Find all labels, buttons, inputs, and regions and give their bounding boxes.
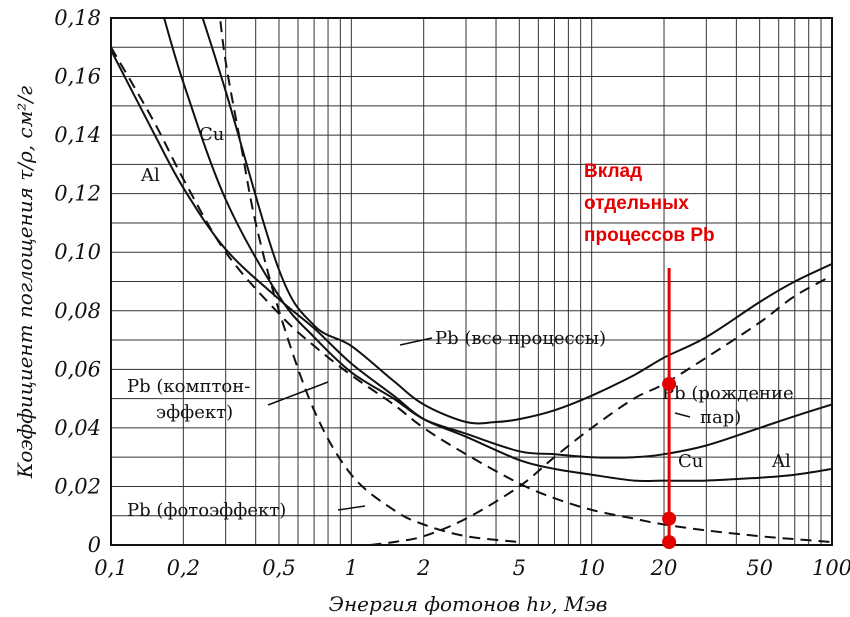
series-line-2 — [201, 17, 832, 425]
annotation-line-1: Вклад — [584, 161, 642, 182]
x-tick-label: 1 — [345, 556, 358, 580]
y-axis-title: Коэффициент поглощения τ/ρ, см²/г — [13, 86, 37, 479]
curve-label-pb-compton-line1: Pb (комптон- — [127, 376, 250, 397]
curve-label-cu-top: Cu — [199, 124, 224, 145]
x-tick-label: 5 — [513, 556, 526, 580]
curve-label-pb-total: Pb (все процессы) — [435, 328, 606, 349]
x-tick-label: 0,1 — [94, 556, 127, 580]
pb-label-leader-pair — [674, 412, 691, 418]
y-tick-label: 0,12 — [54, 182, 101, 206]
grid — [110, 17, 833, 546]
curve-label-pb-pair-line2: пар) — [700, 407, 741, 428]
curve-label-al-left: Al — [140, 165, 160, 186]
tick-labels: 0,1 0,2 0,5 1 2 5 10 20 50 100 0 0,02 0,04 0,06 0,08 0,… — [54, 6, 850, 580]
x-tick-label: 20 — [650, 556, 678, 580]
series-line-3 — [111, 46, 832, 544]
contribution-point — [662, 376, 677, 391]
annotation-line-2: отдельных — [584, 193, 689, 214]
series-line-1 — [162, 17, 832, 459]
x-tick-label: 0,2 — [167, 556, 200, 580]
x-tick-label: 50 — [746, 556, 773, 580]
y-tick-label: 0,10 — [54, 240, 101, 264]
plot-frame — [110, 17, 833, 546]
y-tick-label: 0,18 — [54, 6, 101, 30]
contribution-point — [662, 511, 677, 526]
pb-label-leader-compton — [267, 381, 329, 406]
y-tick-label: 0 — [88, 533, 101, 557]
x-tick-label: 2 — [416, 556, 430, 580]
y-tick-label: 0,16 — [54, 65, 101, 89]
contribution-point — [662, 535, 677, 550]
curve-label-pb-pair-line1: Pb (рождение — [662, 383, 794, 404]
pb-label-leader-total — [399, 337, 433, 346]
curve-label-al-right: Al — [771, 451, 791, 472]
curves — [111, 17, 832, 545]
y-tick-label: 0,04 — [54, 416, 101, 440]
x-tick-label: 100 — [812, 556, 850, 580]
process-contribution-points — [662, 376, 677, 550]
x-axis-title: Энергия фотонов hν, Мэв — [329, 592, 608, 616]
curve-label-cu-right: Cu — [678, 451, 703, 472]
x-tick-label: 10 — [578, 556, 605, 580]
y-tick-label: 0,08 — [54, 299, 101, 323]
pb-label-leader-photo — [337, 505, 366, 511]
curve-label-pb-photo: Pb (фотоэффект) — [127, 500, 286, 521]
y-tick-label: 0,06 — [54, 357, 101, 381]
series-line-5 — [370, 274, 832, 545]
y-tick-label: 0,02 — [54, 474, 101, 498]
annotation-line-3: процессов Pb — [584, 225, 715, 246]
curve-label-pb-compton-line2: эффект) — [156, 402, 233, 423]
x-tick-label: 0,5 — [262, 556, 295, 580]
y-tick-label: 0,14 — [54, 123, 101, 147]
